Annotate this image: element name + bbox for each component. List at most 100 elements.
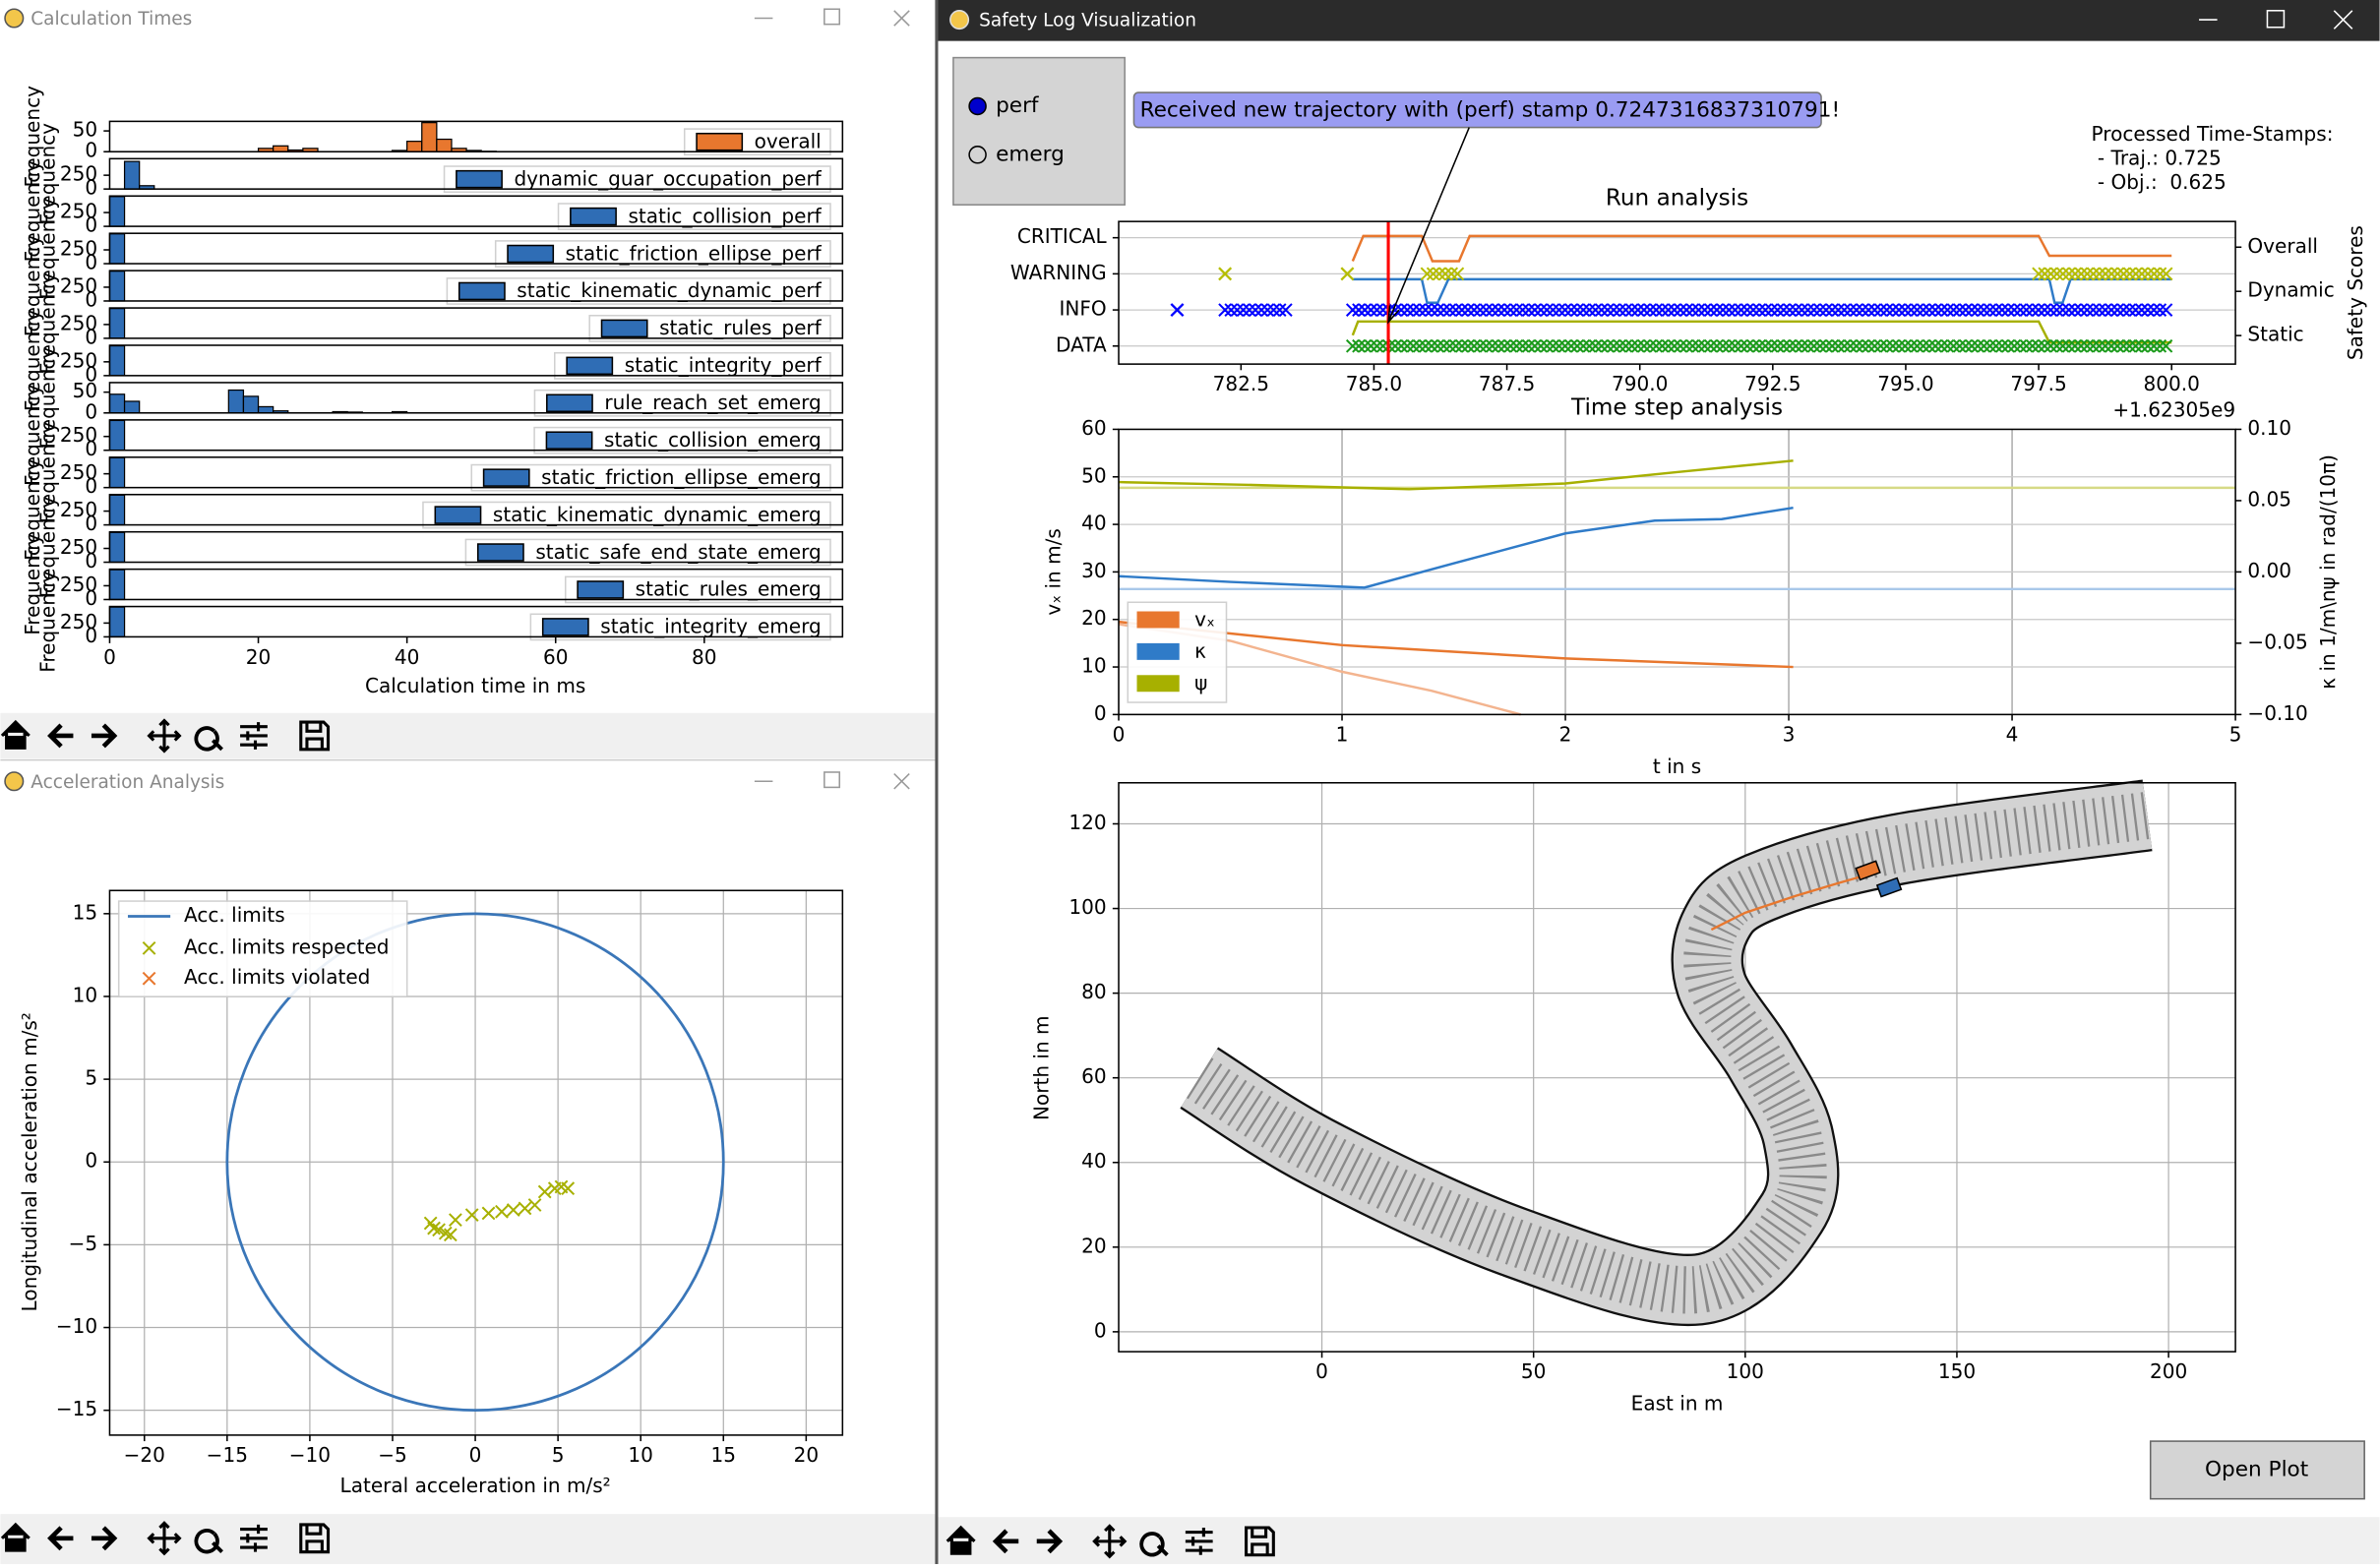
legend-swatch	[578, 581, 623, 598]
x-tick-label: 20	[246, 645, 272, 669]
x-tick-label: 15	[711, 1443, 737, 1467]
y2-tick-label: −0.05	[2247, 630, 2307, 653]
y-tick-label: WARNING	[1010, 261, 1107, 284]
legend-swatch	[459, 282, 505, 299]
histogram-bar	[125, 401, 140, 413]
legend-label: static_friction_ellipse_emerg	[541, 465, 822, 489]
y-tick-label: 250	[60, 348, 97, 372]
x-tick-label: 200	[2150, 1359, 2187, 1383]
legend-label: static_collision_emerg	[604, 428, 822, 452]
toolbar	[0, 713, 935, 758]
legend-swatch	[484, 469, 529, 486]
y-tick-label: 50	[73, 118, 98, 142]
window-title: Acceleration Analysis	[31, 772, 224, 793]
y-tick-label: 250	[60, 311, 97, 334]
y2-tick-label: Static	[2247, 323, 2303, 346]
histogram-bar	[422, 123, 437, 152]
histogram-bar	[243, 396, 258, 413]
x-tick-label: 10	[628, 1443, 653, 1467]
chart-title: Run analysis	[1606, 186, 1748, 211]
histogram-bar	[109, 271, 124, 301]
x-tick-label: 790.0	[1612, 372, 1668, 395]
histogram-bar	[109, 607, 124, 636]
y-tick-label: 20	[1081, 606, 1107, 630]
histogram-bar	[109, 532, 124, 562]
legend-label: dynamic_guar_occupation_perf	[514, 166, 822, 190]
legend-swatch	[697, 134, 742, 151]
y-tick-label: 15	[73, 900, 98, 924]
x-tick-label: 150	[1938, 1359, 1976, 1383]
histogram-bar	[407, 142, 422, 152]
legend-label: static_rules_emerg	[636, 577, 822, 601]
window-title: Safety Log Visualization	[979, 11, 1196, 31]
x-tick-label: 785.0	[1346, 372, 1402, 395]
axis-offset: +1.62305e9	[2112, 397, 2235, 421]
x-tick-label: 50	[1521, 1359, 1547, 1383]
y2-tick-label: Overall	[2247, 234, 2318, 258]
y-tick-label: 0	[85, 399, 97, 423]
histogram-bar	[109, 346, 124, 376]
x-tick-label: −5	[378, 1443, 407, 1467]
toolbar	[0, 1514, 935, 1564]
y-tick-label: 30	[1081, 559, 1107, 582]
app-icon	[5, 9, 24, 28]
y-tick-label: 250	[60, 237, 97, 261]
x-tick-label: 792.5	[1744, 372, 1800, 395]
legend-label: Acc. limits violated	[184, 965, 370, 989]
y-tick-label: 10	[1081, 654, 1107, 678]
legend-label: vₓ	[1194, 607, 1215, 631]
legend-label: static_kinematic_dynamic_emerg	[493, 503, 822, 526]
histogram-bar	[109, 394, 124, 413]
legend-label: rule_reach_set_emerg	[604, 391, 821, 414]
y-tick-label: 250	[60, 162, 97, 186]
configure-button[interactable]	[1186, 1528, 1213, 1555]
x-tick-label: 0	[103, 645, 116, 669]
y-tick-label: 10	[73, 983, 98, 1006]
x-tick-label: 60	[543, 645, 569, 669]
y-tick-label: 5	[85, 1066, 97, 1090]
x-tick-label: 0	[1113, 722, 1126, 746]
histogram-bar	[109, 457, 124, 487]
legend-label: static_integrity_emerg	[600, 615, 821, 638]
x-tick-label: 40	[395, 645, 420, 669]
y-tick-label: 20	[1081, 1234, 1107, 1257]
y2-tick-label: −0.10	[2247, 701, 2307, 725]
legend-swatch	[435, 507, 480, 523]
x-tick-label: 782.5	[1213, 372, 1269, 395]
y2-tick-label: 0.10	[2247, 416, 2291, 440]
histogram-bar	[228, 391, 243, 413]
radio-label[interactable]: emerg	[996, 142, 1065, 166]
histogram-bar	[125, 161, 140, 189]
legend-label: overall	[755, 129, 822, 152]
y-tick-label: −5	[69, 1232, 98, 1255]
configure-button[interactable]	[240, 722, 268, 750]
legend-swatch	[571, 209, 616, 225]
x-axis-label: East in m	[1631, 1392, 1724, 1416]
window-title: Calculation Times	[31, 9, 192, 30]
processed-line: - Traj.: 0.725	[2092, 146, 2222, 169]
legend-swatch	[508, 246, 553, 263]
y-tick-label: 50	[1081, 463, 1107, 487]
histogram-bar	[109, 234, 124, 264]
y-tick-label: 120	[1068, 811, 1106, 834]
y-tick-label: 40	[1081, 512, 1107, 535]
legend-label: static_integrity_perf	[625, 353, 823, 377]
y-tick-label: 0	[85, 139, 97, 162]
radio-label[interactable]: perf	[996, 93, 1039, 118]
radio-button[interactable]	[969, 97, 986, 114]
y-axis-label: vₓ in m/s	[1042, 528, 1066, 615]
button-label[interactable]: Open Plot	[2205, 1457, 2308, 1481]
configure-button[interactable]	[240, 1525, 268, 1552]
legend-swatch	[478, 544, 523, 561]
legend-swatch	[547, 394, 592, 411]
histogram-bar	[259, 406, 274, 412]
processed-heading: Processed Time-Stamps:	[2092, 122, 2334, 146]
legend-label: static_friction_ellipse_perf	[566, 241, 823, 265]
legend-swatch	[1137, 675, 1180, 692]
x-tick-label: 80	[692, 645, 717, 669]
histogram-bar	[437, 140, 452, 152]
y-axis-label: Frequency	[35, 571, 59, 673]
histogram-bar	[109, 197, 124, 226]
legend-label: static_rules_perf	[659, 316, 823, 339]
